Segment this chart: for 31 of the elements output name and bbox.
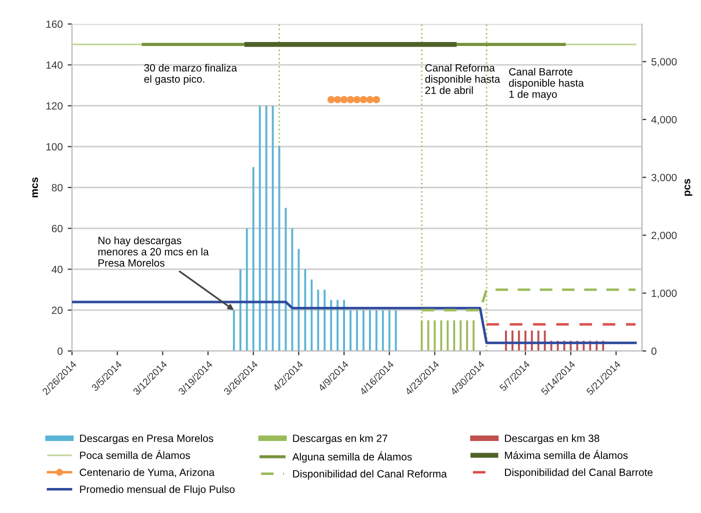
y-tick-label: 20: [52, 306, 63, 314]
annotation: No hay descargas menores a 20 mcs en la Presa Morelos: [98, 236, 209, 267]
y2-tick-label: 5,000: [651, 58, 677, 67]
annotation: Canal Barrote disponible hasta 1 de mayo: [509, 68, 584, 100]
legend-label: Promedio mensual de Flujo Pulso: [80, 485, 235, 496]
legend-label: Descargas en km 27: [293, 434, 388, 444]
legend-label: Disponibilidad del Canal Reforma: [293, 470, 447, 480]
y-axis-title: mcs: [32, 178, 38, 198]
legend-label: Descargas en Presa Morelos: [80, 434, 214, 444]
y-tick-label: 40: [52, 266, 63, 274]
legend-label: Poca semilla de Álamos: [80, 450, 190, 460]
annotation: Canal Reforma disponible hasta 21 de abril: [425, 64, 500, 94]
y-tick-label: 80: [52, 184, 63, 192]
y2-tick-label: 0: [651, 348, 656, 355]
y-tick-label: 160: [46, 20, 63, 28]
y-tick-label: 120: [46, 102, 63, 110]
y2-tick-label: 2,000: [652, 232, 677, 240]
legend-label: Disponibilidad del Canal Barrote: [505, 468, 653, 478]
y-tick-label: 140: [46, 61, 63, 69]
y2-tick-label: 1,000: [652, 290, 677, 298]
y2-tick-label: 4,000: [651, 116, 677, 125]
y-tick-label: 100: [46, 143, 63, 150]
y-tick-label: 0: [58, 348, 63, 355]
y2-tick-label: 3,000: [651, 174, 677, 182]
y-tick-label: 60: [52, 224, 63, 232]
legend-label: Máxima semilla de Álamos: [505, 450, 628, 460]
y2-axis-title: pcs: [684, 178, 692, 196]
legend-label: Alguna semilla de Álamos: [292, 451, 412, 463]
legend-label: Descargas en km 38: [505, 434, 600, 444]
annotation: 30 de marzo finaliza el gasto pico.: [144, 64, 238, 85]
legend-label: Centenario de Yuma, Arizona: [80, 468, 215, 478]
